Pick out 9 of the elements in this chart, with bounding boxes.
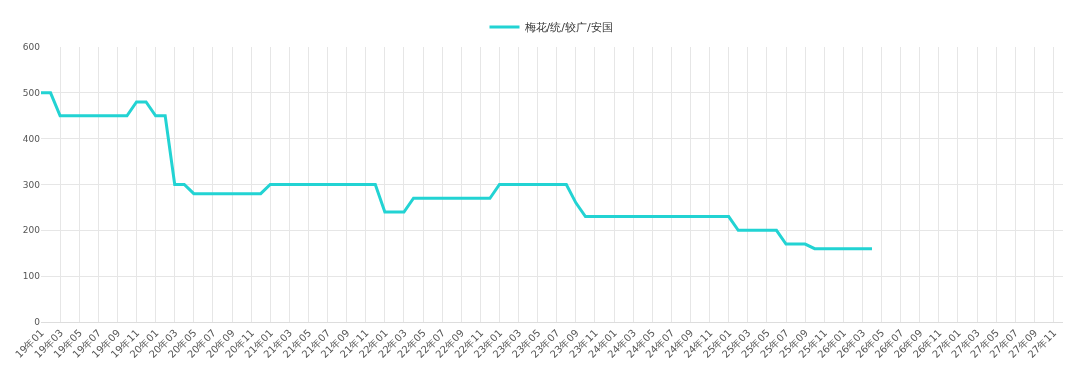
y-tick-label: 100 — [22, 271, 41, 282]
y-tick-label: 0 — [34, 317, 41, 328]
legend-label: 梅花/统/较广/安国 — [523, 21, 613, 35]
y-tick-label: 500 — [22, 87, 41, 98]
y-tick-label: 300 — [22, 179, 41, 190]
y-tick-label: 600 — [22, 42, 41, 53]
line-series — [41, 91, 874, 251]
y-tick-label: 200 — [22, 225, 41, 236]
y-tick-label: 400 — [22, 133, 41, 144]
